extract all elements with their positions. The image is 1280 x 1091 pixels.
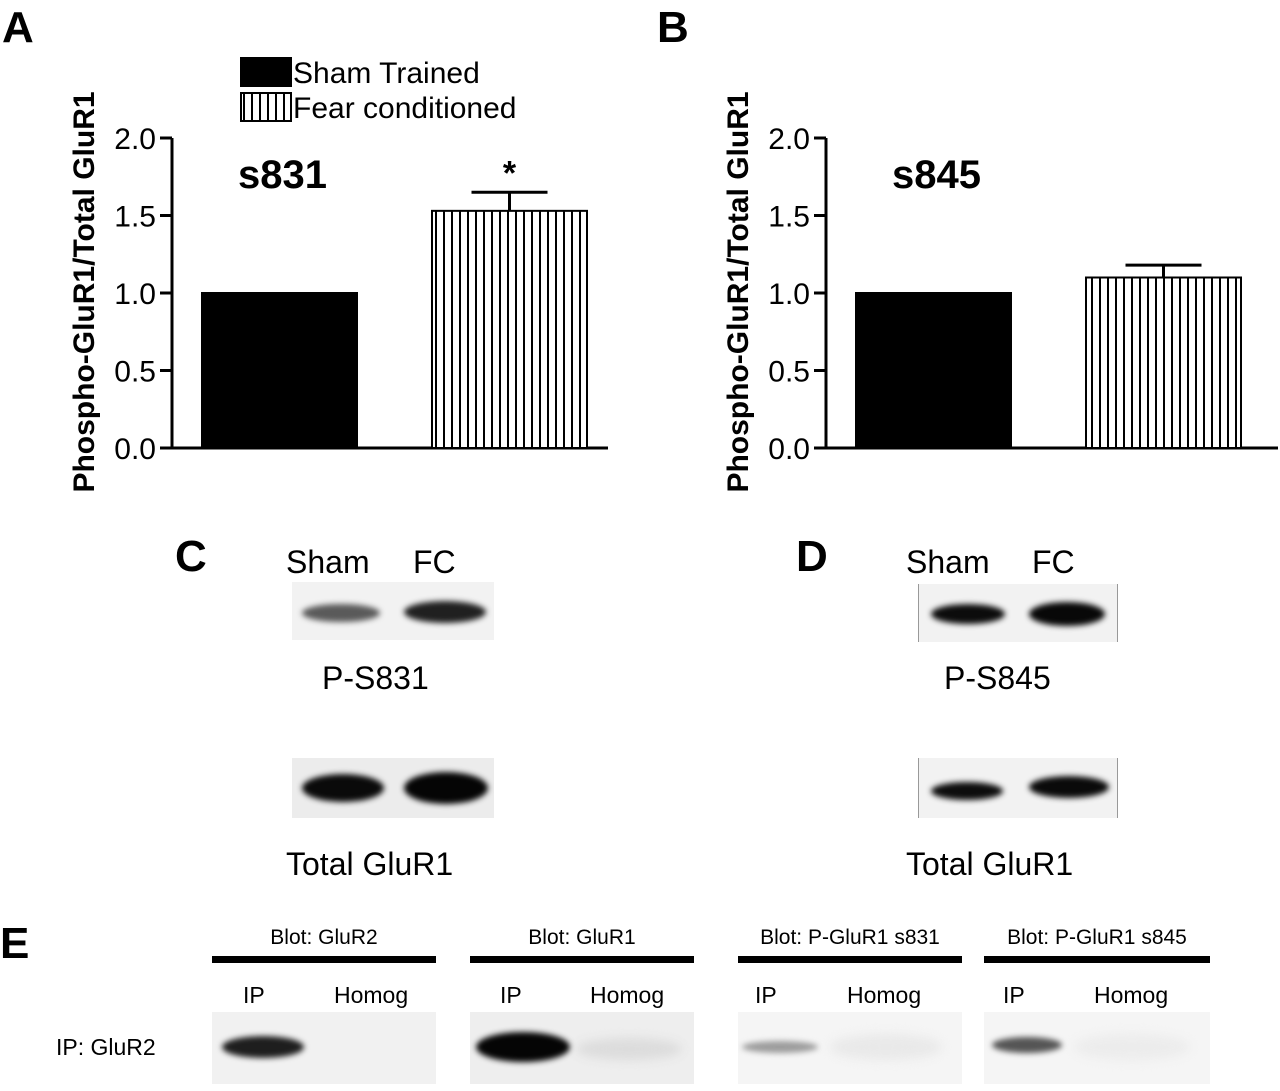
chart-a-y-tick-label: 2.0 xyxy=(114,123,156,156)
panel-letter-c: C xyxy=(175,532,207,581)
chart-a-annotation: s831 xyxy=(238,153,327,197)
blot-e-group-4-bar xyxy=(984,956,1210,963)
blot-c-phospho-image xyxy=(292,582,494,640)
chart-a-y-axis-label: Phospho-GluR1/Total GluR1 xyxy=(68,91,101,492)
chart-a-legend-swatch-fc xyxy=(240,92,292,122)
chart-b-annotation: s845 xyxy=(892,153,981,197)
blot-e-group-1-title: Blot: GluR2 xyxy=(270,926,378,949)
blot-e-group-4-image xyxy=(984,1012,1210,1084)
blot-e-group-3-homog: Homog xyxy=(847,982,922,1008)
chart-b-bar-fc xyxy=(1085,276,1242,449)
chart-a: 0.0 0.5 1.0 1.5 2.0 Phospho-GluR1/Total GluR1… xyxy=(68,57,608,493)
chart-a-significance-marker: * xyxy=(503,154,517,192)
blot-d-total-image xyxy=(918,758,1118,818)
blot-e-group-2-ip: IP xyxy=(500,982,522,1008)
chart-a-y-tick-label: 1.5 xyxy=(114,201,156,234)
blot-e-group-1-image xyxy=(212,1012,436,1084)
chart-a-legend-swatch-sham xyxy=(240,57,292,87)
chart-b-y-tick-label: 2.0 xyxy=(768,123,810,156)
panel-letter-e: E xyxy=(0,919,30,968)
blot-e-group-2-image xyxy=(470,1012,694,1084)
blot-e-group-3-bar xyxy=(738,956,962,963)
blot-e-group-3-image xyxy=(738,1012,962,1084)
blot-e-group-4-homog: Homog xyxy=(1094,982,1169,1008)
blot-d-lane-fc: FC xyxy=(1032,544,1075,580)
blot-c-lane-fc: FC xyxy=(413,544,456,580)
chart-a-bar-sham xyxy=(201,292,358,449)
blot-c-total-image xyxy=(292,758,494,818)
blot-c-bottom-label: Total GluR1 xyxy=(286,846,454,882)
chart-a-y-tick-label: 1.0 xyxy=(114,278,156,311)
chart-b: 0.0 0.5 1.0 1.5 2.0 Phospho-GluR1/Total GluR1… xyxy=(722,91,1278,493)
chart-a-legend-label-sham: Sham Trained xyxy=(293,57,480,90)
panel-letter-b: B xyxy=(657,3,689,52)
blot-e-group-1-ip: IP xyxy=(243,982,265,1008)
chart-b-y-tick-label: 0.0 xyxy=(768,433,810,466)
blot-e-group-1-homog: Homog xyxy=(334,982,409,1008)
chart-b-y-tick-label: 0.5 xyxy=(768,356,810,389)
chart-a-y-tick-label: 0.0 xyxy=(114,433,156,466)
chart-b-bar-sham xyxy=(855,292,1012,449)
blot-e-row-label: IP: GluR2 xyxy=(56,1034,156,1060)
blot-e-group-1-bar xyxy=(212,956,436,963)
chart-b-y-tick-label: 1.0 xyxy=(768,278,810,311)
panel-letter-a: A xyxy=(2,3,34,52)
panel-letter-d: D xyxy=(796,532,828,581)
blot-d-phospho-image xyxy=(918,584,1118,642)
chart-a-legend-label-fc: Fear conditioned xyxy=(293,92,516,125)
blot-e-group-2-title: Blot: GluR1 xyxy=(528,926,636,949)
blot-c-lane-sham: Sham xyxy=(286,544,370,580)
blot-d-bottom-label: Total GluR1 xyxy=(906,846,1074,882)
chart-a-y-tick-label: 0.5 xyxy=(114,356,156,389)
blot-c-top-label: P-S831 xyxy=(322,660,429,696)
chart-b-y-axis-label: Phospho-GluR1/Total GluR1 xyxy=(722,91,755,492)
blot-e-group-2-bar xyxy=(470,956,694,963)
blot-e-group-2-homog: Homog xyxy=(590,982,665,1008)
blot-d-top-label: P-S845 xyxy=(944,660,1051,696)
blot-e-group-3-title: Blot: P-GluR1 s831 xyxy=(760,926,940,949)
blot-e-group-4-ip: IP xyxy=(1003,982,1025,1008)
blot-e-group-4-title: Blot: P-GluR1 s845 xyxy=(1007,926,1187,949)
blot-d-lane-sham: Sham xyxy=(906,544,990,580)
chart-b-y-tick-label: 1.5 xyxy=(768,201,810,234)
chart-a-bar-fc xyxy=(431,209,588,449)
bar-charts: 0.0 0.5 1.0 1.5 2.0 Phospho-GluR1/Total GluR1… xyxy=(68,57,1278,493)
blot-e-group-3-ip: IP xyxy=(755,982,777,1008)
